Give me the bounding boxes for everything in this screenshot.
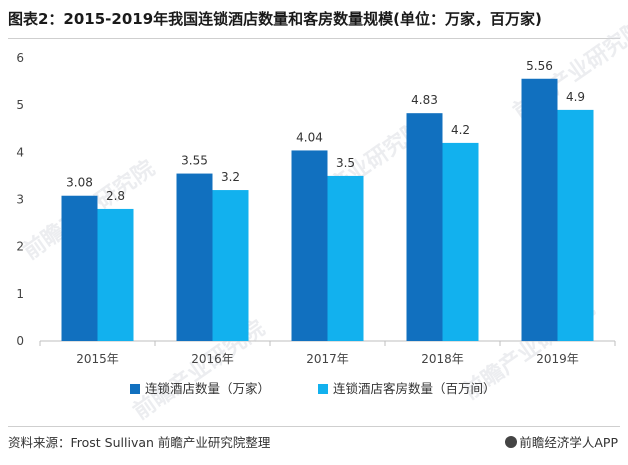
footer-divider: [8, 426, 620, 427]
y-tick-label: 3: [16, 193, 24, 207]
data-label: 3.2: [221, 170, 240, 184]
data-label: 4.04: [296, 130, 323, 144]
data-label: 4.9: [566, 90, 585, 104]
y-tick-label: 0: [16, 334, 24, 348]
x-tick-label: 2016年: [191, 352, 234, 366]
bar-2: [97, 208, 134, 341]
bar-1: [176, 173, 213, 341]
bar-1: [406, 113, 443, 341]
bar-1: [291, 150, 328, 341]
bar-2: [442, 142, 479, 341]
legend-swatch-2: [318, 384, 328, 394]
bar-2: [212, 190, 249, 341]
data-label: 3.5: [336, 156, 355, 170]
data-label: 3.55: [181, 154, 208, 168]
bar-2: [327, 175, 364, 341]
x-tick-label: 2017年: [306, 352, 349, 366]
bar-1: [61, 195, 98, 341]
legend-swatch-1: [130, 384, 140, 394]
x-tick-label: 2019年: [536, 352, 579, 366]
data-label: 5.56: [526, 59, 553, 73]
data-label: 3.08: [66, 176, 93, 190]
x-tick-label: 2015年: [76, 352, 119, 366]
y-tick-label: 6: [16, 51, 24, 65]
brand-name: 前瞻经济学人APP: [519, 435, 618, 450]
source-note: 资料来源：Frost Sullivan 前瞻产业研究院整理: [8, 435, 271, 450]
brand-logo-icon: [505, 436, 518, 448]
y-tick-label: 5: [16, 98, 24, 112]
y-tick-label: 4: [16, 145, 24, 159]
legend-label-1: 连锁酒店数量（万家）: [145, 381, 270, 396]
legend-label-2: 连锁酒店客房数量（百万间）: [333, 381, 496, 396]
y-tick-label: 2: [16, 240, 24, 254]
data-label: 4.83: [411, 93, 438, 107]
bar-chart: 前瞻产业研究院前瞻产业研究院前瞻产业研究院前瞻产业研究院前瞻产业研究院01234…: [16, 15, 628, 425]
bar-2: [557, 109, 594, 341]
bar-1: [521, 78, 558, 342]
title-divider: [8, 38, 620, 39]
data-label: 2.8: [106, 189, 125, 203]
chart-title: 图表2：2015-2019年我国连锁酒店数量和客房数量规模(单位：万家，百万家): [8, 10, 542, 28]
y-tick-label: 1: [16, 287, 24, 301]
data-label: 4.2: [451, 123, 470, 137]
brand-credit: 前瞻经济学人APP: [505, 432, 618, 451]
x-tick-label: 2018年: [421, 352, 464, 366]
